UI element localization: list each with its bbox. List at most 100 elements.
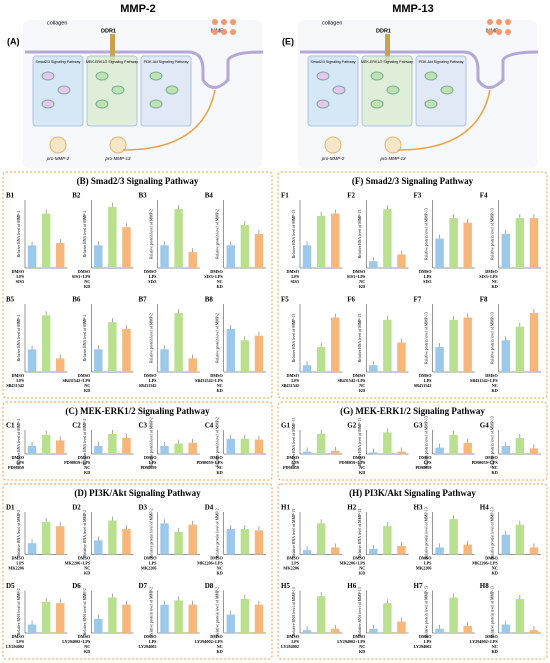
bar	[316, 215, 326, 268]
section-box	[2, 171, 273, 399]
bar	[226, 328, 236, 372]
chart-label: H6	[347, 582, 356, 590]
bar	[174, 443, 183, 454]
bar	[330, 547, 340, 555]
y-axis-label: Relative RNA level of MMP-2	[83, 588, 87, 635]
chart-label: B4	[205, 192, 214, 200]
condition-label: KD	[84, 470, 90, 475]
receptor-label: DDR1	[376, 28, 391, 34]
mmp-dot	[496, 29, 502, 35]
bar	[369, 628, 378, 633]
bar	[160, 523, 169, 555]
condition-label: DMSO	[78, 555, 91, 560]
bar	[369, 261, 378, 268]
condition-label: KD	[216, 388, 222, 393]
chart-label: F2	[347, 192, 355, 200]
bar	[316, 523, 326, 555]
condition-label: LPS	[291, 460, 299, 465]
chart-label: F5	[281, 296, 289, 304]
chart-label: C4	[205, 422, 214, 430]
bar	[501, 624, 511, 633]
y-axis-label: Relative protein level of MMP-13	[424, 507, 428, 559]
chart-label: B6	[72, 296, 81, 304]
condition-label: KD	[216, 470, 222, 475]
arrow	[122, 89, 216, 151]
condition-label: DMSO	[286, 269, 299, 274]
bar	[449, 319, 458, 372]
condition-label: MK2206+LPS	[197, 560, 223, 565]
condition-label: DMSO	[286, 555, 299, 560]
chart-label: B7	[139, 296, 148, 304]
condition-label: KD	[84, 284, 90, 289]
bar	[122, 529, 131, 555]
chart-label: H1	[281, 504, 290, 512]
condition-label: NC	[217, 465, 223, 470]
condition-label: DMSO	[353, 269, 366, 274]
y-axis-label: Relative RNA level of MMP-2	[83, 510, 87, 557]
protein	[165, 85, 179, 95]
y-axis-label: Relative protein level of MMP-13	[491, 507, 495, 559]
condition-label: DMSO	[144, 269, 157, 274]
condition-label: DMSO	[485, 373, 498, 378]
condition-label: KD	[359, 570, 365, 575]
bar	[254, 234, 264, 268]
bar	[188, 442, 197, 454]
condition-label: LPS	[149, 274, 157, 279]
condition-label: SIS3	[291, 279, 299, 284]
mmp-dot	[505, 19, 511, 25]
protein	[57, 85, 71, 95]
condition-label: NC	[492, 279, 498, 284]
condition-label: DMSO	[210, 373, 223, 378]
y-axis-label: Relative protein level of MMP-2	[149, 417, 153, 467]
y-axis-label: Relative protein level of MMP-2	[149, 508, 153, 558]
condition-label: SB431542+LPS	[337, 378, 365, 383]
condition-label: KD	[84, 649, 90, 654]
condition-label: LY294002	[6, 644, 24, 649]
protein	[316, 71, 330, 81]
protein	[316, 99, 330, 109]
mmp-dot	[496, 19, 502, 25]
condition-label: MK2206+LPS	[472, 560, 498, 565]
condition-label: PD98059	[283, 465, 299, 470]
bar	[302, 550, 312, 555]
collagen-label: collagen	[322, 20, 343, 26]
bar	[463, 222, 472, 268]
chart-label: B8	[205, 296, 214, 304]
output-label: pro-MMP-2	[46, 156, 70, 161]
mmp-dot	[230, 29, 236, 35]
condition-label: LPS	[424, 378, 432, 383]
chart-label: D3	[139, 504, 148, 512]
condition-label: DMSO	[485, 269, 498, 274]
condition-label: DMSO	[210, 555, 223, 560]
bar	[501, 234, 511, 268]
bar	[27, 446, 37, 454]
condition-label: DMSO	[11, 634, 24, 639]
bar	[174, 600, 183, 633]
y-axis-label: Relative RNA level of MMP-13	[292, 418, 296, 467]
condition-label: DMSO	[419, 634, 432, 639]
mmp-dot	[212, 29, 218, 35]
condition-label: MK2206	[8, 565, 24, 570]
condition-label: NC	[359, 565, 365, 570]
diagram-label: (A)	[7, 36, 20, 46]
membrane	[25, 50, 264, 89]
condition-label: PD98059	[415, 465, 431, 470]
bar	[41, 213, 51, 268]
y-axis-label: Relative RNA level of MMP-13	[292, 314, 296, 363]
bar	[449, 434, 458, 454]
condition-label: LY294002+LPS	[62, 639, 91, 644]
bar	[369, 452, 378, 454]
bar	[226, 529, 236, 555]
y-axis-label: Relative RNA level of MMP-13	[292, 210, 296, 259]
condition-label: SB431542	[6, 383, 24, 388]
y-axis-label: Relative RNA level of MMP-2	[83, 418, 87, 465]
condition-label: DMSO	[419, 555, 432, 560]
section-box	[277, 483, 548, 660]
condition-label: LPS	[424, 560, 432, 565]
chart-label: F4	[480, 192, 488, 200]
condition-label: DMSO	[11, 373, 24, 378]
bar	[254, 604, 264, 633]
condition-label: SB431542+LPS	[62, 378, 90, 383]
condition-label: KD	[359, 649, 365, 654]
